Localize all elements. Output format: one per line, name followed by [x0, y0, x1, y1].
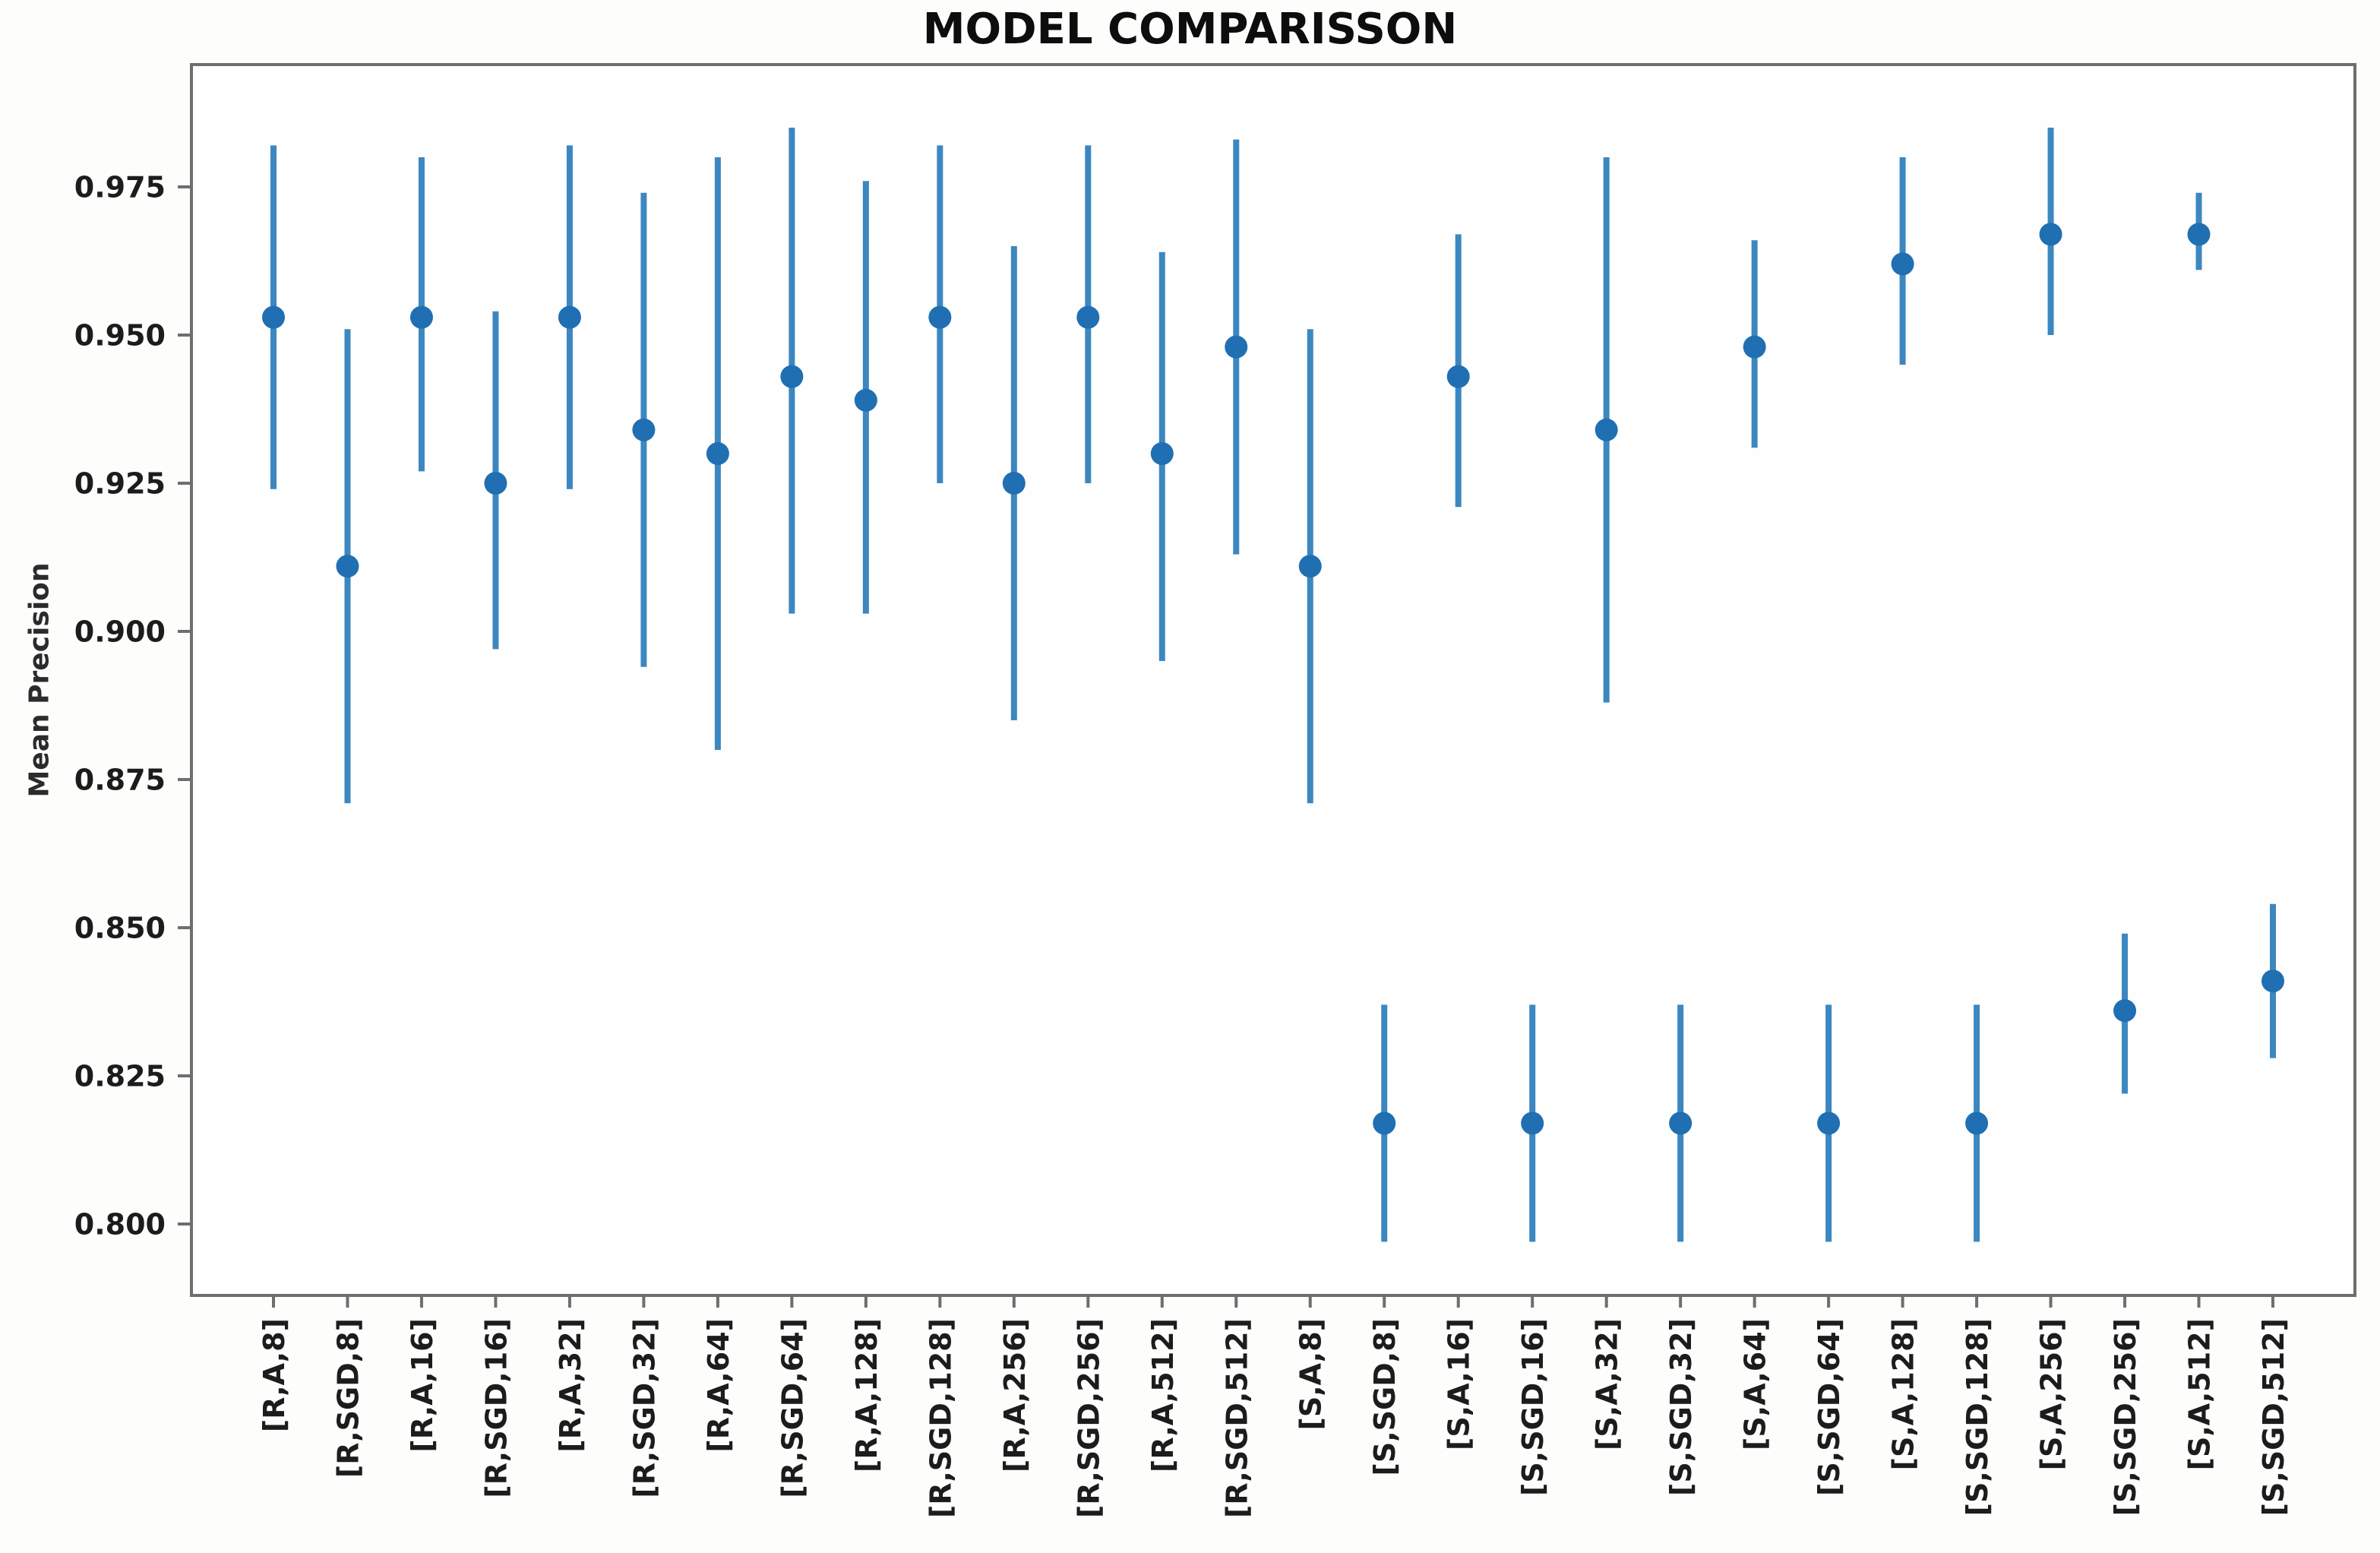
- x-tick-label: [S,SGD,32]: [1664, 1318, 1698, 1496]
- y-tick-label: 0.825: [74, 1059, 166, 1093]
- x-tick-label: [R,SGD,64]: [776, 1318, 809, 1498]
- x-tick-label: [S,SGD,128]: [1961, 1318, 1994, 1516]
- plot-border: [190, 63, 2356, 1297]
- mean-marker: [409, 305, 433, 329]
- x-tick-label: [S,A,64]: [1739, 1318, 1772, 1450]
- mean-marker: [706, 442, 729, 465]
- x-tick-label: [R,SGD,256]: [1072, 1318, 1105, 1518]
- x-tick-label: [R,A,16]: [406, 1318, 439, 1453]
- mean-marker: [1002, 472, 1026, 495]
- mean-marker: [262, 305, 285, 329]
- mean-marker: [854, 388, 877, 412]
- mean-marker: [632, 418, 656, 441]
- y-tick-label: 0.850: [74, 911, 166, 944]
- mean-marker: [2113, 999, 2137, 1023]
- mean-marker: [1446, 365, 1470, 388]
- mean-marker: [2261, 969, 2284, 993]
- x-tick-label: [S,A,8]: [1294, 1318, 1328, 1431]
- x-tick-label: [R,SGD,8]: [331, 1318, 365, 1478]
- mean-marker: [1373, 1112, 1396, 1135]
- y-tick-label: 0.950: [74, 318, 166, 352]
- x-tick-label: [R,A,128]: [850, 1318, 883, 1472]
- x-tick-label: [R,A,8]: [258, 1318, 291, 1432]
- x-tick-label: [R,A,512]: [1146, 1318, 1180, 1472]
- x-tick-label: [R,SGD,128]: [924, 1318, 957, 1518]
- y-tick-label: 0.925: [74, 467, 166, 500]
- mean-marker: [558, 305, 581, 329]
- mean-marker: [1225, 335, 1248, 359]
- x-tick-label: [S,A,16]: [1443, 1318, 1476, 1450]
- x-tick-label: [S,SGD,64]: [1813, 1318, 1846, 1496]
- mean-marker: [1521, 1112, 1544, 1135]
- mean-marker: [1595, 418, 1618, 441]
- x-tick-label: [R,SGD,16]: [479, 1318, 513, 1498]
- y-tick-label: 0.800: [74, 1207, 166, 1241]
- mean-marker: [2039, 223, 2062, 246]
- x-tick-label: [S,SGD,256]: [2109, 1318, 2142, 1516]
- x-tick-label: [S,SGD,512]: [2257, 1318, 2290, 1516]
- x-tick-label: [R,SGD,512]: [1220, 1318, 1253, 1518]
- x-tick-label: [S,A,128]: [1887, 1318, 1920, 1470]
- x-tick-label: [S,A,32]: [1591, 1318, 1624, 1450]
- mean-marker: [1965, 1112, 1989, 1135]
- mean-marker: [1817, 1112, 1841, 1135]
- x-tick-label: [R,A,64]: [702, 1318, 735, 1453]
- x-tick-label: [S,SGD,16]: [1516, 1318, 1550, 1496]
- y-tick-label: 0.975: [74, 170, 166, 204]
- mean-marker: [336, 555, 359, 578]
- x-tick-label: [S,A,512]: [2183, 1318, 2217, 1470]
- x-tick-label: [S,SGD,8]: [1368, 1318, 1402, 1476]
- x-tick-label: [R,A,256]: [998, 1318, 1032, 1472]
- mean-marker: [1891, 252, 1914, 276]
- x-tick-label: [S,A,256]: [2035, 1318, 2069, 1470]
- y-tick-label: 0.900: [74, 615, 166, 648]
- mean-marker: [1150, 442, 1174, 465]
- mean-marker: [780, 365, 804, 388]
- x-tick-label: [R,SGD,32]: [627, 1318, 661, 1498]
- x-tick-label: [R,A,32]: [554, 1318, 587, 1453]
- mean-marker: [484, 472, 507, 495]
- mean-marker: [1669, 1112, 1693, 1135]
- mean-marker: [928, 305, 952, 329]
- mean-marker: [1298, 555, 1322, 578]
- chart-title: MODEL COMPARISSON: [922, 5, 1458, 54]
- mean-marker: [1743, 335, 1766, 359]
- y-tick-label: 0.875: [74, 763, 166, 796]
- mean-marker: [1076, 305, 1100, 329]
- mean-marker: [2187, 223, 2211, 246]
